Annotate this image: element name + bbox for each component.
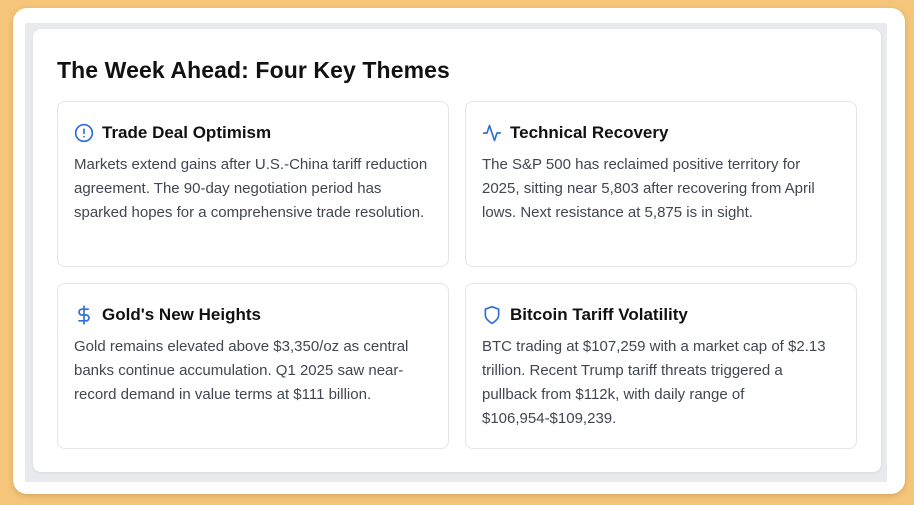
theme-card-gold: Gold's New Heights Gold remains elevated… — [57, 283, 449, 449]
alert-circle-icon — [74, 123, 94, 143]
theme-card-header: Bitcoin Tariff Volatility — [482, 303, 840, 327]
theme-card-trade-deal: Trade Deal Optimism Markets extend gains… — [57, 101, 449, 267]
theme-card-header: Technical Recovery — [482, 121, 840, 145]
theme-description: Markets extend gains after U.S.-China ta… — [74, 156, 428, 221]
theme-description: BTC trading at $107,259 with a market ca… — [482, 338, 826, 427]
page-title: The Week Ahead: Four Key Themes — [57, 57, 450, 83]
week-ahead-panel: The Week Ahead: Four Key Themes Trade De… — [33, 29, 881, 472]
theme-description: Gold remains elevated above $3,350/oz as… — [74, 338, 409, 403]
theme-title: Bitcoin Tariff Volatility — [510, 305, 688, 324]
theme-title: Gold's New Heights — [102, 305, 261, 324]
dollar-sign-icon — [74, 305, 94, 325]
theme-card-header: Trade Deal Optimism — [74, 121, 432, 145]
activity-pulse-icon — [482, 123, 502, 143]
theme-description: The S&P 500 has reclaimed positive terri… — [482, 156, 815, 221]
theme-title: Trade Deal Optimism — [102, 123, 272, 142]
theme-card-bitcoin: Bitcoin Tariff Volatility BTC trading at… — [465, 283, 857, 449]
theme-title: Technical Recovery — [510, 123, 669, 142]
shield-icon — [482, 305, 502, 325]
theme-card-header: Gold's New Heights — [74, 303, 432, 327]
themes-grid: Trade Deal Optimism Markets extend gains… — [57, 101, 857, 449]
theme-card-technical-recovery: Technical Recovery The S&P 500 has recla… — [465, 101, 857, 267]
